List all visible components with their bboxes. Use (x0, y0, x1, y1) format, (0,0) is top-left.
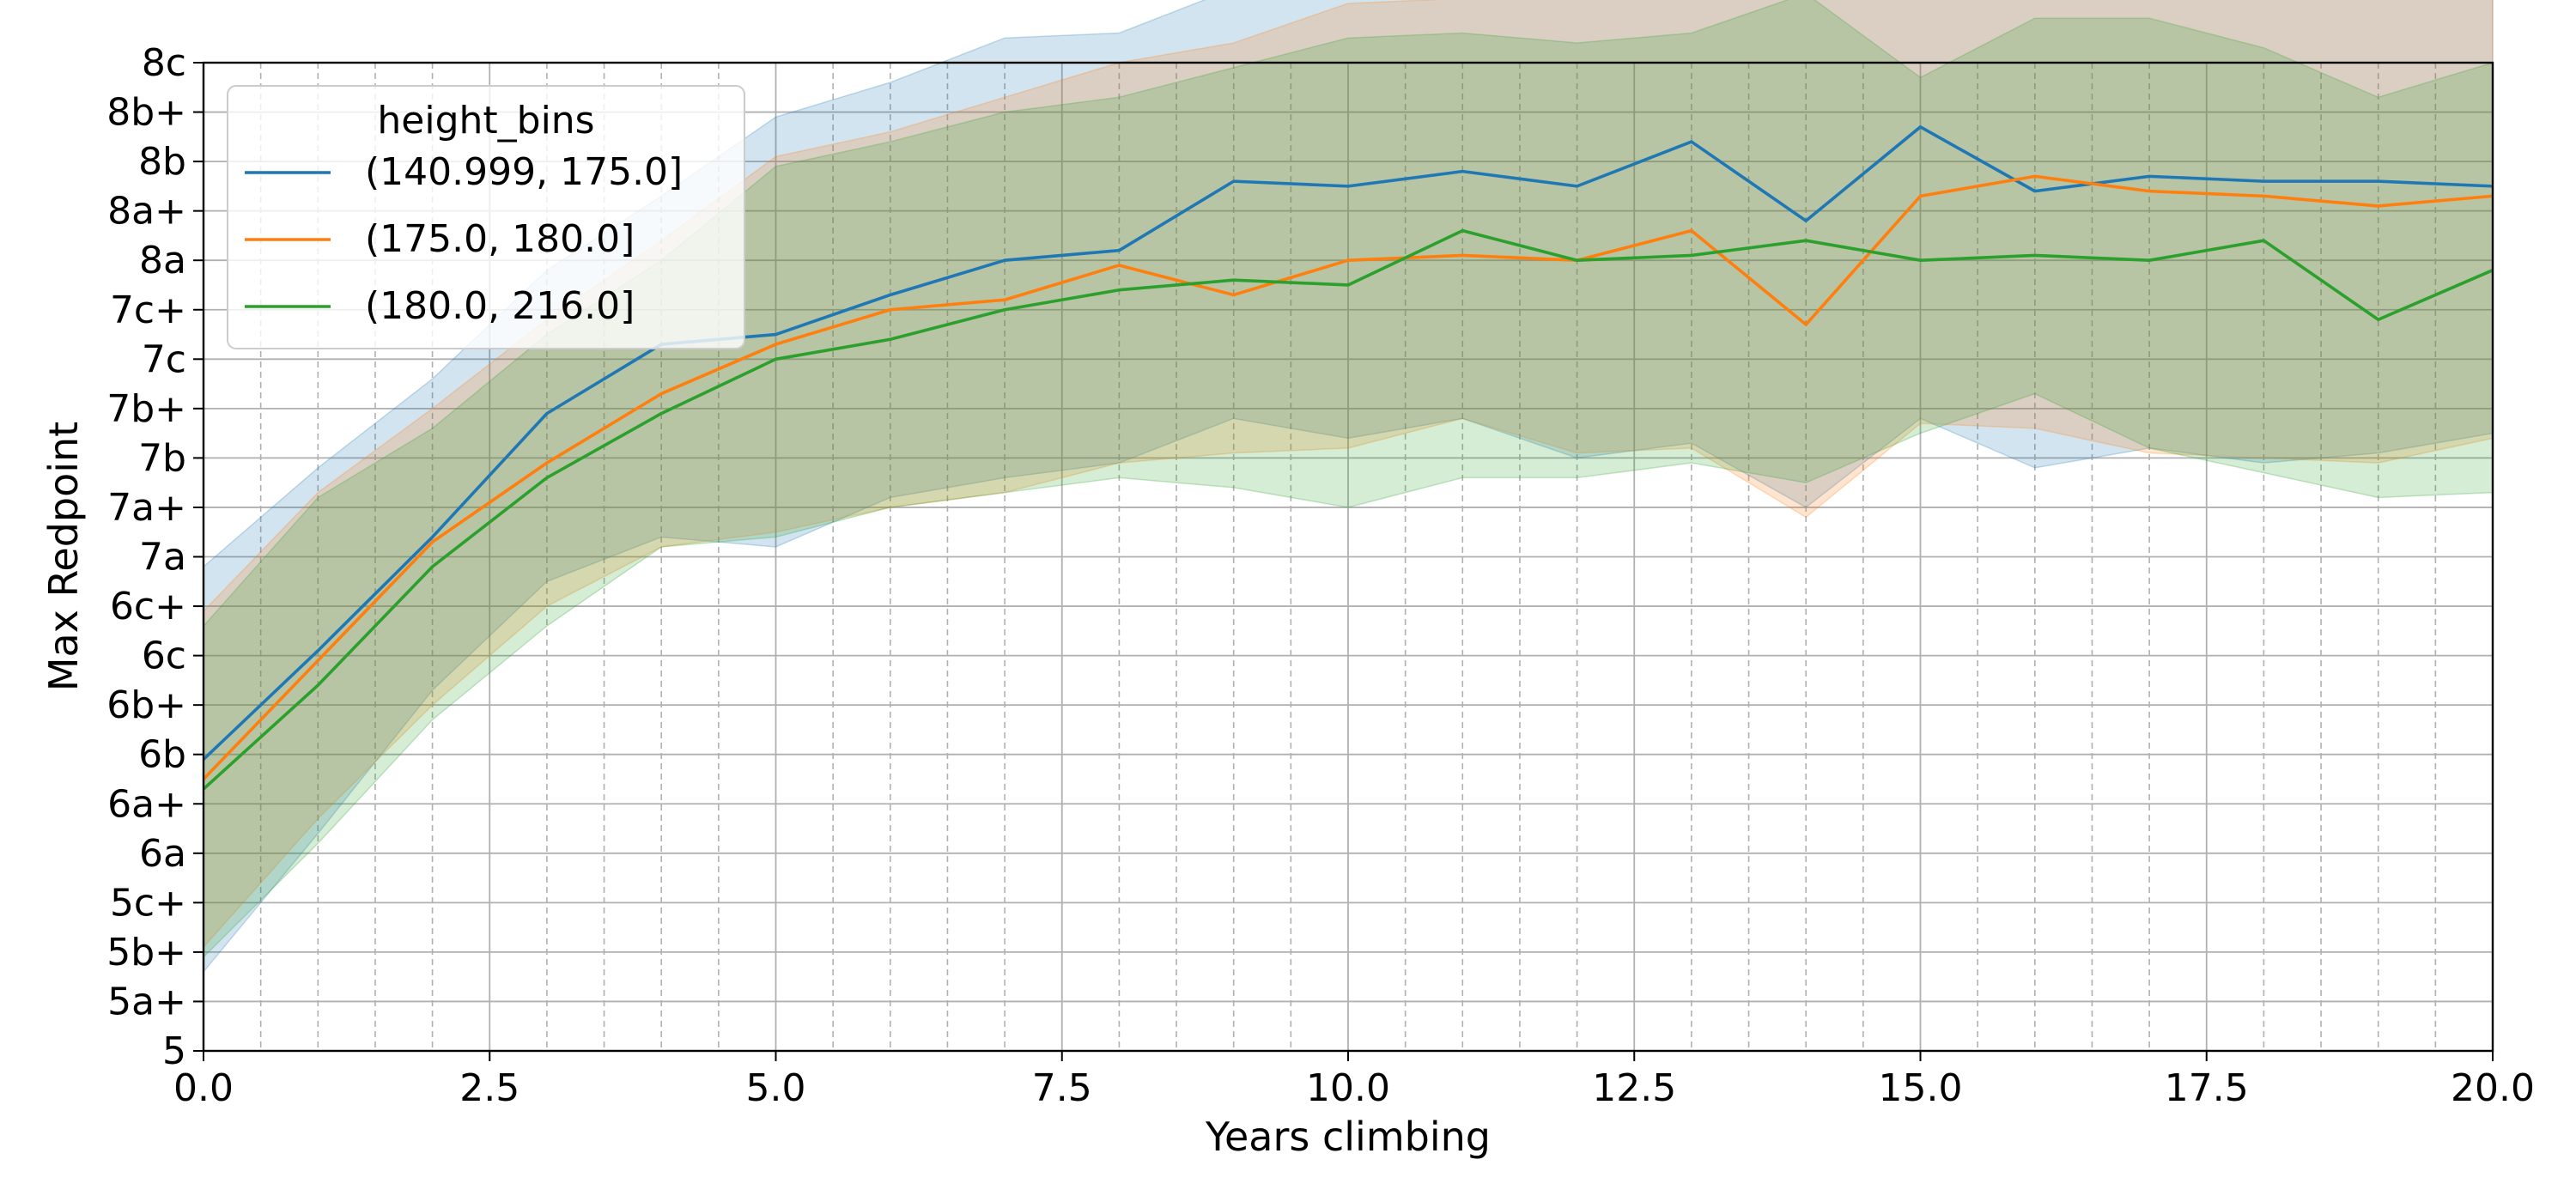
x-tick-label: 0.0 (173, 1066, 234, 1110)
legend-label: (140.999, 175.0] (365, 150, 683, 194)
y-tick-label: 6b (138, 733, 186, 777)
legend-box (227, 85, 745, 349)
x-tick-label: 5.0 (746, 1066, 806, 1110)
y-axis-label: Max Redpoint (40, 422, 87, 691)
y-tick-label: 6c (142, 634, 186, 678)
y-tick-label: 8b+ (106, 91, 186, 135)
x-tick-label: 20.0 (2451, 1066, 2535, 1110)
y-tick-label: 6a (139, 832, 186, 876)
x-axis: 0.0 2.5 5.0 7.5 10.0 12.5 15.0 17.5 20.0 (173, 1051, 2535, 1110)
legend-title: height_bins (377, 99, 594, 143)
y-tick-label: 7c+ (110, 288, 186, 332)
y-tick-label: 6c+ (110, 585, 186, 628)
x-tick-label: 15.0 (1879, 1066, 1963, 1110)
y-tick-label: 5c+ (110, 881, 186, 925)
y-tick-label: 5a+ (107, 980, 186, 1023)
y-tick-label: 7b+ (106, 387, 186, 431)
legend-label: (180.0, 216.0] (365, 284, 635, 328)
y-tick-label: 7a (139, 536, 186, 580)
y-tick-label: 6b+ (106, 683, 186, 727)
y-axis: 5 5a+ 5b+ 5c+ 6a 6a+ 6b 6b+ 6c 6c+ 7a 7a+ 7b 7b+ 7c 7c+… (106, 41, 204, 1073)
y-tick-label: 7b (138, 436, 186, 480)
y-tick-label: 8a (139, 239, 186, 282)
x-tick-label: 7.5 (1032, 1066, 1092, 1110)
y-tick-label: 7a+ (107, 486, 186, 530)
x-tick-label: 17.5 (2165, 1066, 2249, 1110)
y-tick-label: 6a+ (107, 782, 186, 826)
legend: height_bins (140.999, 175.0] (175.0, 180.… (227, 85, 745, 349)
x-tick-label: 12.5 (1592, 1066, 1676, 1110)
legend-entries: (140.999, 175.0] (175.0, 180.0] (180.0, 21… (245, 150, 683, 328)
y-tick-label: 5b+ (106, 931, 186, 974)
legend-label: (175.0, 180.0] (365, 217, 635, 261)
y-tick-label: 8a+ (107, 190, 186, 234)
y-tick-label: 8b (138, 140, 186, 184)
series-line (202, 125, 2494, 761)
series-lines (202, 125, 2494, 791)
y-tick-label: 8c (142, 41, 186, 85)
series-line (202, 174, 2494, 780)
x-tick-label: 2.5 (459, 1066, 519, 1110)
x-axis-label: Years climbing (1205, 1114, 1491, 1160)
x-tick-label: 10.0 (1306, 1066, 1390, 1110)
y-tick-label: 7c (142, 337, 186, 381)
series-line (202, 228, 2494, 791)
y-tick-label: 5 (162, 1029, 186, 1073)
